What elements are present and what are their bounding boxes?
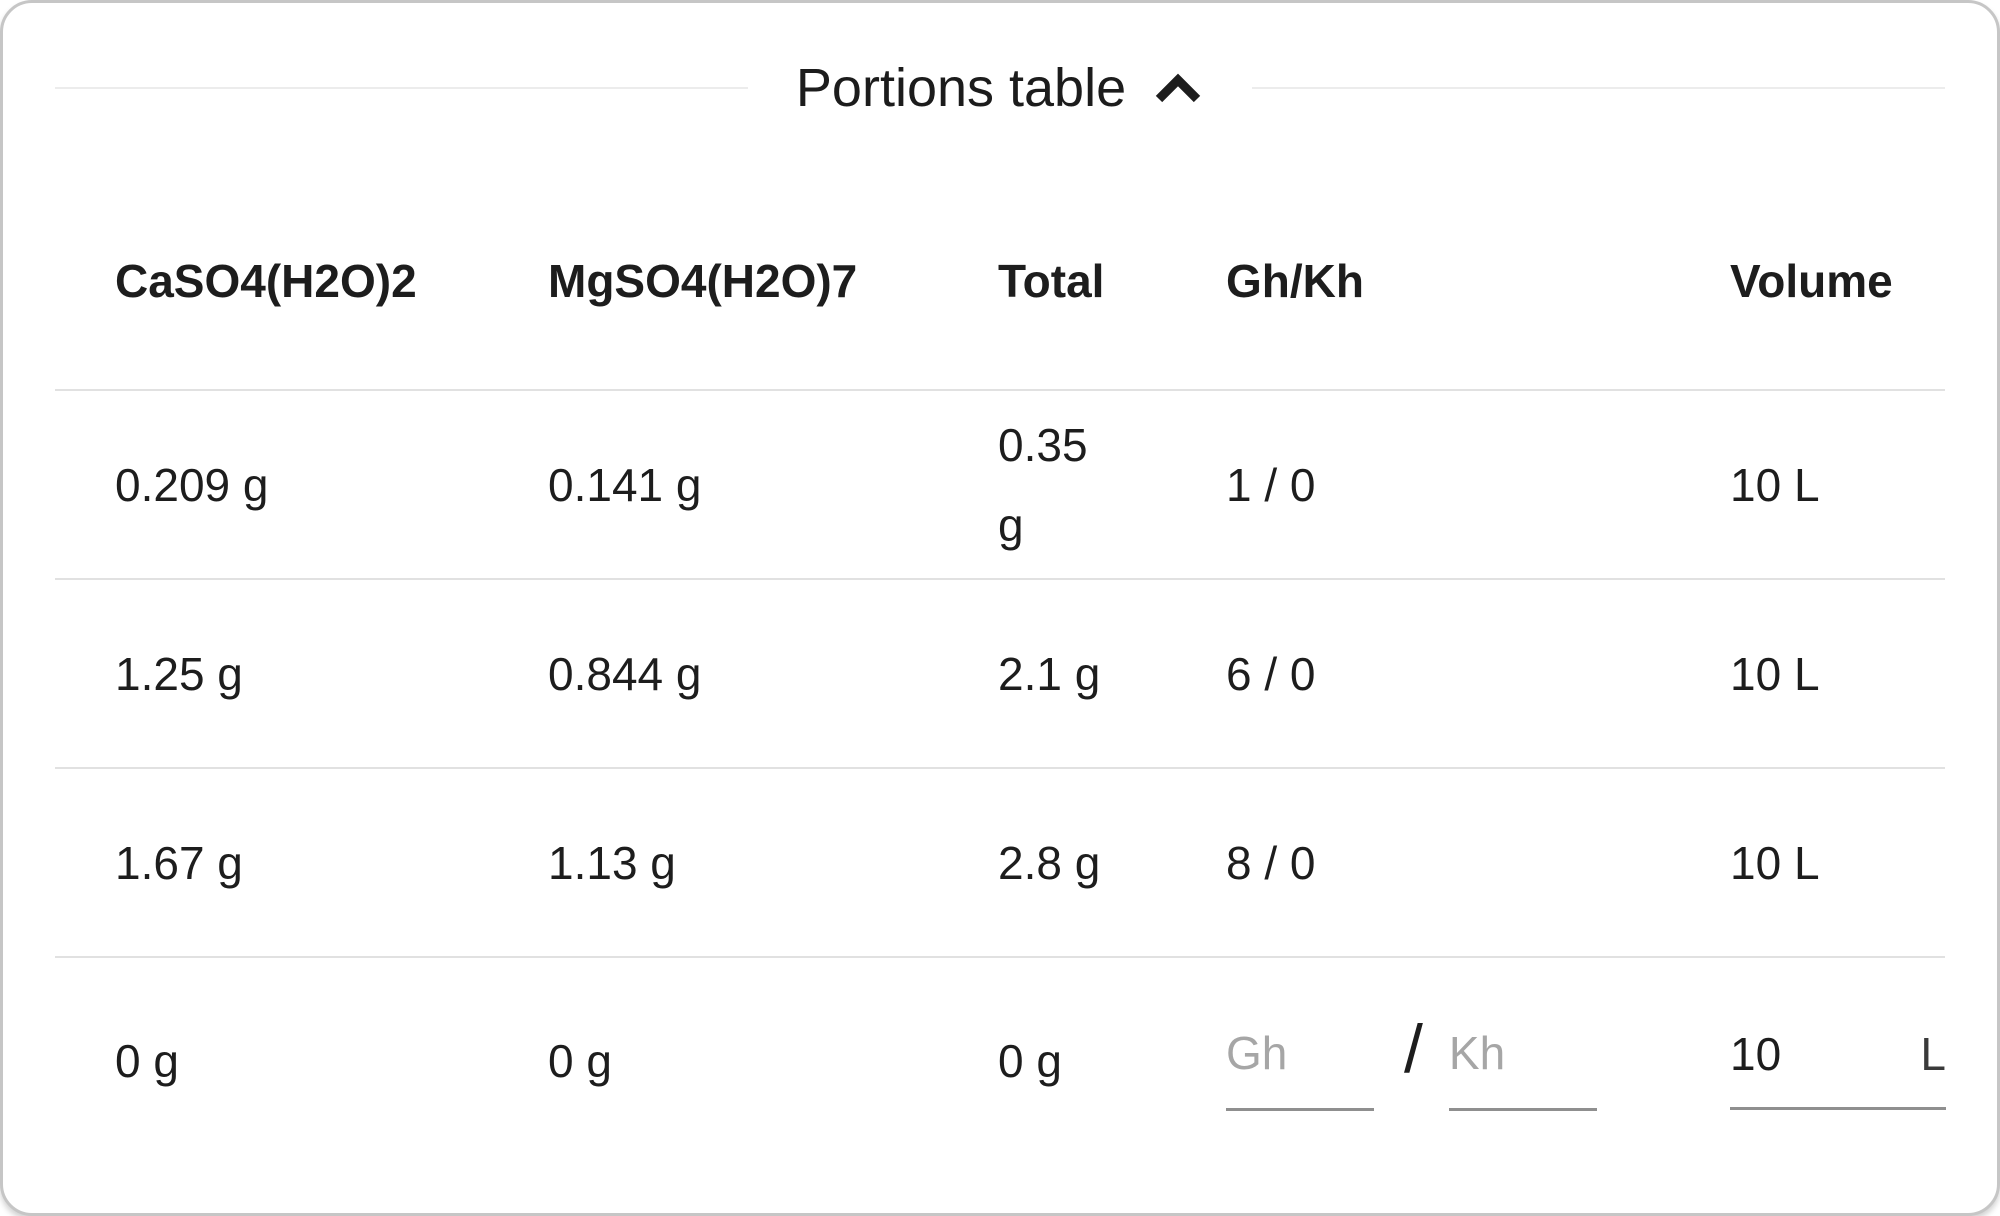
- volume-input-field: L: [1730, 1027, 1946, 1110]
- table-input-row: 0 g 0 g 0 g / L: [55, 958, 1946, 1163]
- volume-unit-label: L: [1920, 1028, 1946, 1080]
- caso4-value: 0 g: [115, 1034, 179, 1087]
- portions-table: CaSO4(H2O)2 MgSO4(H2O)7 Total Gh/Kh Volu…: [55, 173, 1946, 1163]
- total-value: 0.35 g: [998, 418, 1088, 551]
- column-header-ghkh: Gh/Kh: [1226, 255, 1364, 307]
- column-header-total: Total: [998, 255, 1105, 307]
- mgso4-value: 1.13 g: [548, 836, 676, 889]
- kh-input[interactable]: [1448, 1026, 1597, 1111]
- portions-table-toggle[interactable]: Portions table: [748, 61, 1252, 115]
- ghkh-value: 8 / 0: [1226, 836, 1316, 889]
- caso4-value: 1.67 g: [115, 836, 243, 889]
- mgso4-value: 0.141 g: [548, 458, 702, 511]
- total-value: 2.1 g: [998, 647, 1101, 700]
- column-header-mgso4: MgSO4(H2O)7: [548, 255, 858, 307]
- table-row: 0.209 g 0.141 g 0.35 g 1 / 0 10 L: [55, 391, 1945, 580]
- header-divider-left: [55, 87, 748, 89]
- table-row: 1.25 g 0.844 g 2.1 g 6 / 0 10 L: [55, 580, 1945, 769]
- table-header-row: CaSO4(H2O)2 MgSO4(H2O)7 Total Gh/Kh Volu…: [55, 173, 1945, 391]
- volume-value: 10 L: [1730, 647, 1820, 700]
- mgso4-value: 0 g: [548, 1034, 612, 1087]
- ghkh-separator: /: [1404, 1010, 1423, 1087]
- chevron-up-icon[interactable]: [1152, 72, 1204, 104]
- ghkh-value: 6 / 0: [1226, 647, 1316, 700]
- caso4-value: 1.25 g: [115, 647, 243, 700]
- ghkh-input-group: /: [1226, 1010, 1730, 1111]
- caso4-value: 0.209 g: [115, 458, 269, 511]
- volume-value: 10 L: [1730, 836, 1820, 889]
- table-row: 1.67 g 1.13 g 2.8 g 8 / 0 10 L: [55, 769, 1945, 958]
- header-divider-right: [1252, 87, 1946, 89]
- section-title: Portions table: [795, 58, 1127, 118]
- mgso4-value: 0.844 g: [548, 647, 702, 700]
- total-value: 2.8 g: [998, 836, 1101, 889]
- portions-table-header: Portions table: [55, 3, 1946, 173]
- column-header-caso4: CaSO4(H2O)2: [115, 255, 417, 307]
- ghkh-value: 1 / 0: [1226, 458, 1316, 511]
- gh-input[interactable]: [1226, 1026, 1374, 1111]
- volume-value: 10 L: [1730, 458, 1820, 511]
- total-value: 0 g: [998, 1034, 1062, 1087]
- volume-input[interactable]: [1730, 1027, 1860, 1081]
- column-header-volume: Volume: [1730, 255, 1893, 307]
